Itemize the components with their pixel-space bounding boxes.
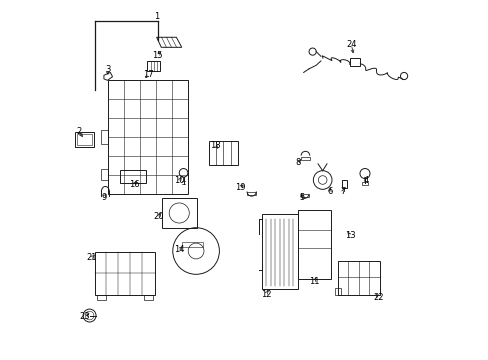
Bar <box>301 157 309 160</box>
Text: 3: 3 <box>104 65 110 74</box>
Bar <box>107 80 188 194</box>
Bar <box>334 288 341 296</box>
Text: 18: 18 <box>210 141 221 150</box>
Bar <box>75 132 94 147</box>
Text: 11: 11 <box>308 276 319 285</box>
Text: 16: 16 <box>129 180 140 189</box>
Bar <box>77 134 92 145</box>
Text: 13: 13 <box>344 231 355 240</box>
Text: 15: 15 <box>152 51 163 60</box>
Bar <box>144 295 153 300</box>
Text: 2: 2 <box>76 127 81 136</box>
Text: 24: 24 <box>346 40 356 49</box>
Text: 1: 1 <box>154 12 159 21</box>
Bar <box>342 180 346 188</box>
Bar <box>208 141 238 165</box>
Bar <box>246 192 256 195</box>
Bar <box>97 295 105 300</box>
Text: 21: 21 <box>87 253 97 262</box>
Text: 23: 23 <box>80 312 90 321</box>
Text: 7: 7 <box>340 187 345 196</box>
Text: 10: 10 <box>174 176 184 185</box>
Bar <box>120 170 146 183</box>
Bar <box>298 211 330 279</box>
Bar <box>101 169 107 180</box>
Bar <box>94 252 155 295</box>
Text: 17: 17 <box>143 70 154 79</box>
Bar <box>101 130 107 144</box>
Text: 6: 6 <box>326 187 332 196</box>
Text: 4: 4 <box>363 176 368 185</box>
Bar <box>261 214 298 289</box>
Bar <box>362 182 367 185</box>
Bar <box>162 198 196 228</box>
Bar <box>300 194 308 197</box>
Bar <box>182 242 203 247</box>
Text: 5: 5 <box>299 193 304 202</box>
Text: 8: 8 <box>294 158 300 167</box>
Text: 20: 20 <box>153 212 163 221</box>
Text: 22: 22 <box>373 293 384 302</box>
Text: 14: 14 <box>174 246 184 255</box>
Bar <box>147 61 160 71</box>
Bar <box>349 58 360 66</box>
Text: 9: 9 <box>101 193 106 202</box>
Text: 19: 19 <box>234 183 245 192</box>
Text: 12: 12 <box>260 289 271 298</box>
Bar <box>338 261 379 296</box>
